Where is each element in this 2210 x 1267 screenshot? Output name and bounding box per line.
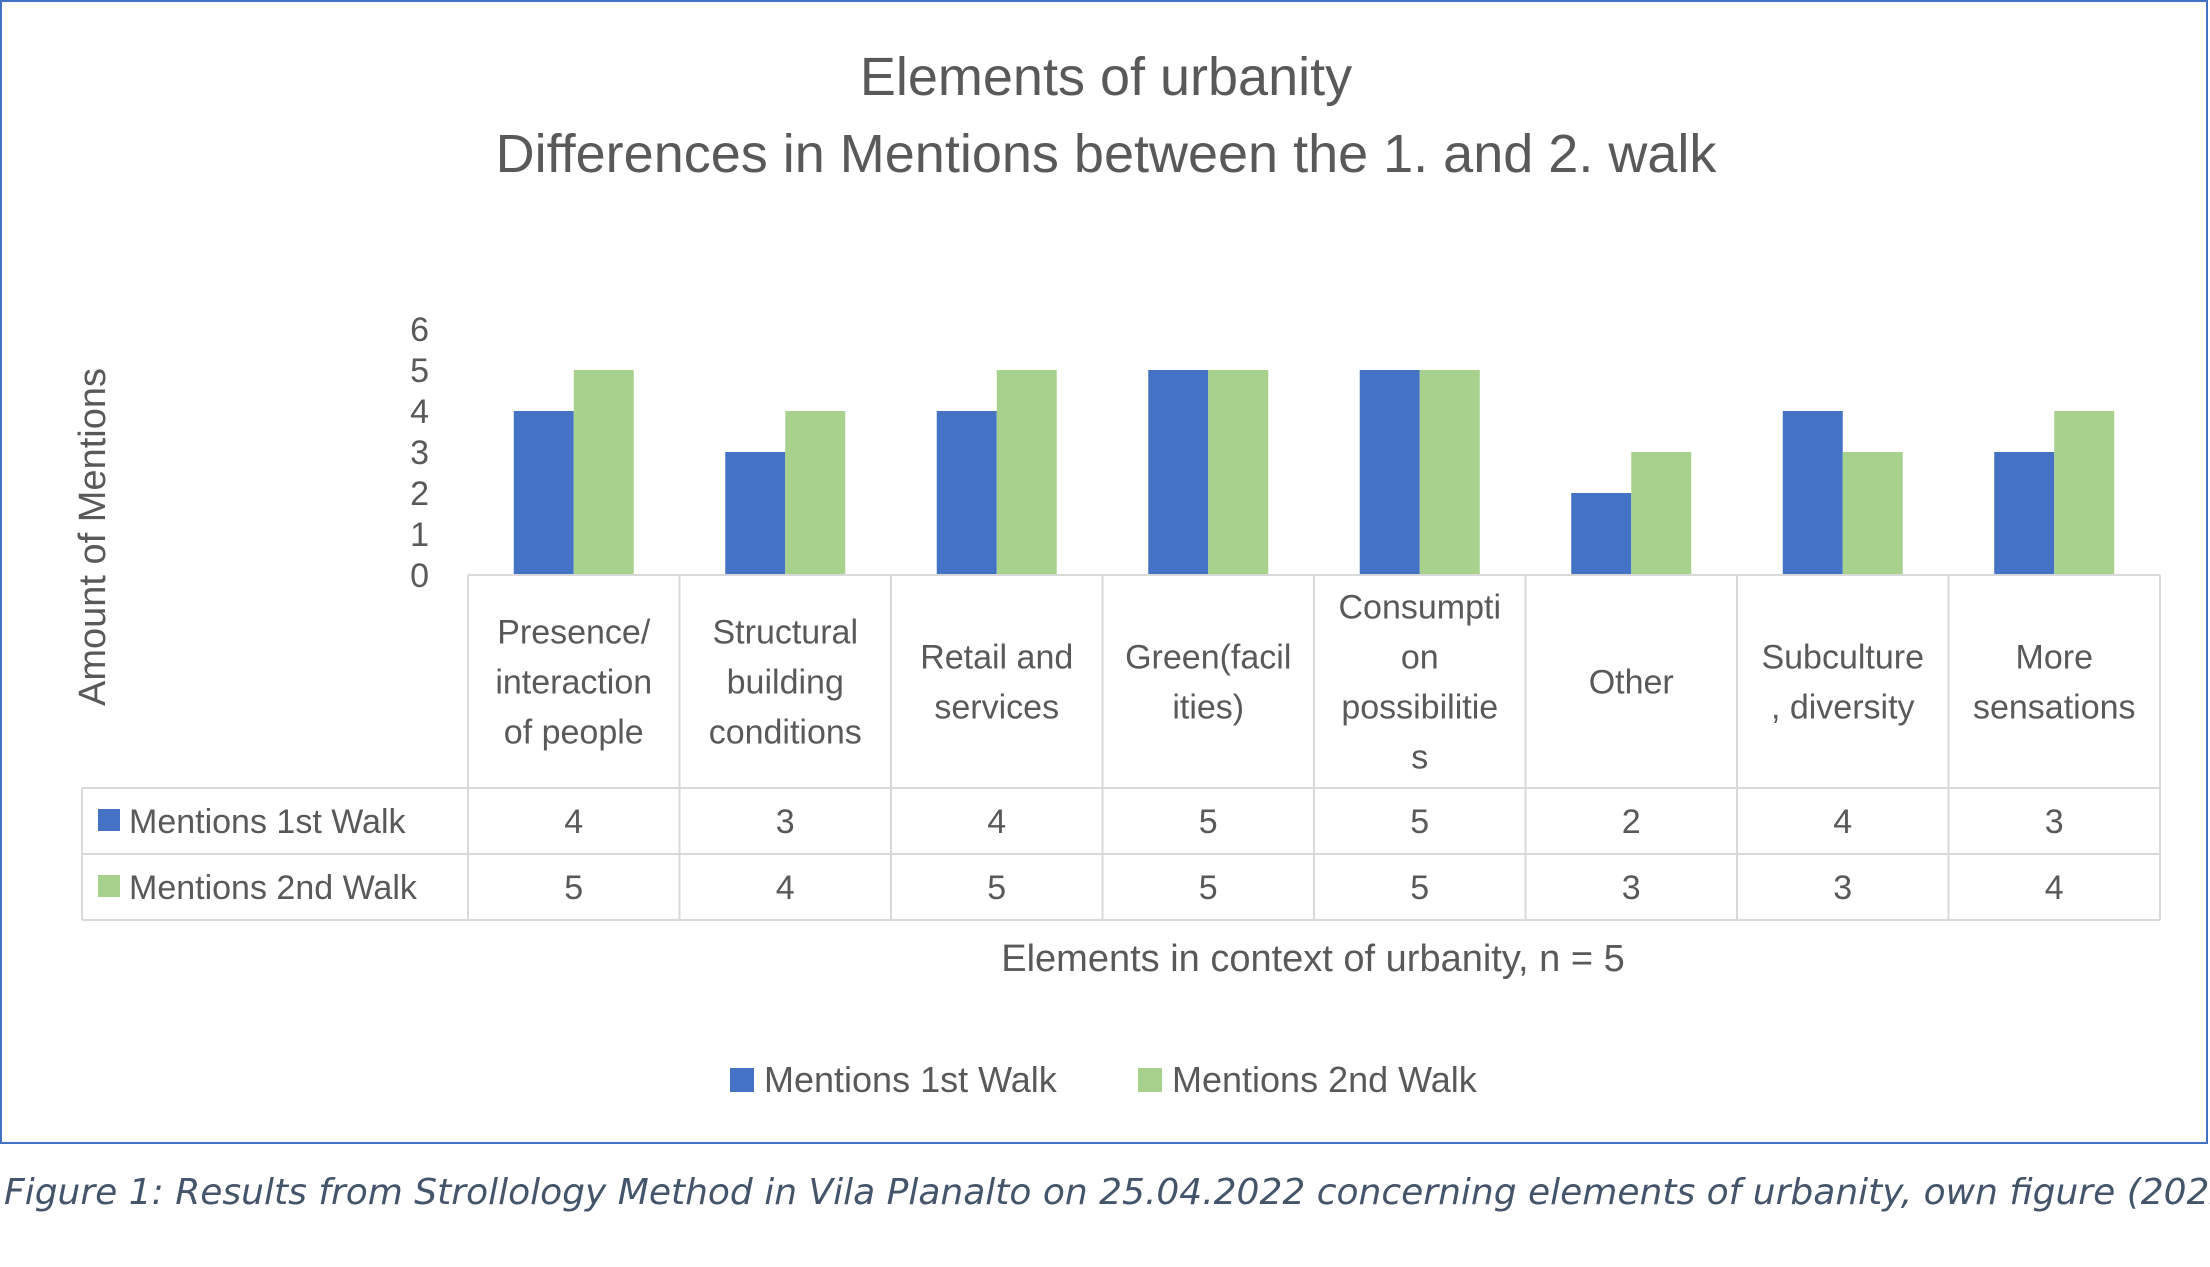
y-axis-title: Amount of Mentions (72, 368, 114, 706)
legend: Mentions 1st Walk Mentions 2nd Walk (730, 1059, 1478, 1100)
category-label-5: Other (1589, 664, 1674, 702)
bar-2-3 (1208, 370, 1269, 575)
y-tick-label: 2 (410, 475, 429, 513)
category-label-0: Presence/interaction of people (495, 614, 652, 752)
category-label-3: Green(facil ities) (1125, 639, 1291, 727)
bar-1-3 (1148, 370, 1209, 575)
bar-2-7 (2054, 411, 2115, 575)
legend-key-1 (730, 1068, 754, 1092)
table-legend-key-2 (98, 875, 120, 897)
y-tick-label: 4 (410, 393, 429, 431)
bar-1-1 (725, 452, 786, 575)
bar-1-7 (1994, 452, 2055, 575)
bar-1-0 (513, 411, 574, 575)
bar-2-0 (573, 370, 634, 575)
table-value-2-1: 4 (776, 869, 795, 907)
chart-frame: Elements of urbanity Differences in Ment… (0, 0, 2208, 1144)
table-value-1-5: 2 (1622, 803, 1641, 841)
table-value-2-7: 4 (2045, 869, 2064, 907)
bars (513, 370, 2115, 575)
category-label-6: Subculture, diversity (1761, 639, 1924, 727)
table-value-1-4: 5 (1410, 803, 1429, 841)
table-value-1-7: 3 (2045, 803, 2064, 841)
category-label-4: Consumpti on possibilitie s (1338, 589, 1501, 777)
y-tick-label: 3 (410, 434, 429, 472)
table-value-2-4: 5 (1410, 869, 1429, 907)
table-value-2-0: 5 (564, 869, 583, 907)
y-tick-label: 1 (410, 516, 429, 554)
table-series-label-1: Mentions 1st Walk (129, 803, 406, 841)
table-value-2-5: 3 (1622, 869, 1641, 907)
chart-svg: Elements of urbanity Differences in Ment… (72, 47, 2161, 1100)
data-table: Presence/interaction of people Structural b… (81, 574, 2161, 921)
bar-2-4 (1419, 370, 1480, 575)
x-axis-title: Elements in context of urbanity, n = 5 (1001, 938, 1624, 980)
bar-2-5 (1631, 452, 1692, 575)
legend-label-2: Mentions 2nd Walk (1172, 1059, 1478, 1100)
table-legend-key-1 (98, 809, 120, 831)
category-label-7: More sensations (1973, 639, 2136, 727)
bar-2-2 (996, 370, 1057, 575)
legend-key-2 (1138, 1068, 1162, 1092)
table-value-2-6: 3 (1833, 869, 1852, 907)
table-value-1-0: 4 (564, 803, 583, 841)
table-value-1-2: 4 (987, 803, 1006, 841)
y-tick-label: 6 (410, 311, 429, 349)
legend-label-1: Mentions 1st Walk (764, 1059, 1058, 1100)
bar-1-2 (936, 411, 997, 575)
table-value-2-2: 5 (987, 869, 1006, 907)
category-label-2: Retail and services (920, 639, 1073, 727)
table-value-2-3: 5 (1199, 869, 1218, 907)
table-series-label-2: Mentions 2nd Walk (129, 869, 418, 907)
table-value-1-1: 3 (776, 803, 795, 841)
figure-caption: Figure 1: Results from Strollology Metho… (4, 1172, 2210, 1213)
y-tick-label: 5 (410, 352, 429, 390)
table-value-1-6: 4 (1833, 803, 1852, 841)
bar-1-5 (1571, 493, 1632, 575)
bar-1-4 (1359, 370, 1420, 575)
bar-2-6 (1842, 452, 1903, 575)
chart-title: Elements of urbanity (860, 47, 1352, 107)
y-tick-label: 0 (410, 557, 429, 595)
category-label-1: Structural building conditions (709, 614, 862, 752)
chart-subtitle: Differences in Mentions between the 1. a… (496, 124, 1718, 184)
bar-2-1 (785, 411, 846, 575)
table-value-1-3: 5 (1199, 803, 1218, 841)
bar-1-6 (1782, 411, 1843, 575)
